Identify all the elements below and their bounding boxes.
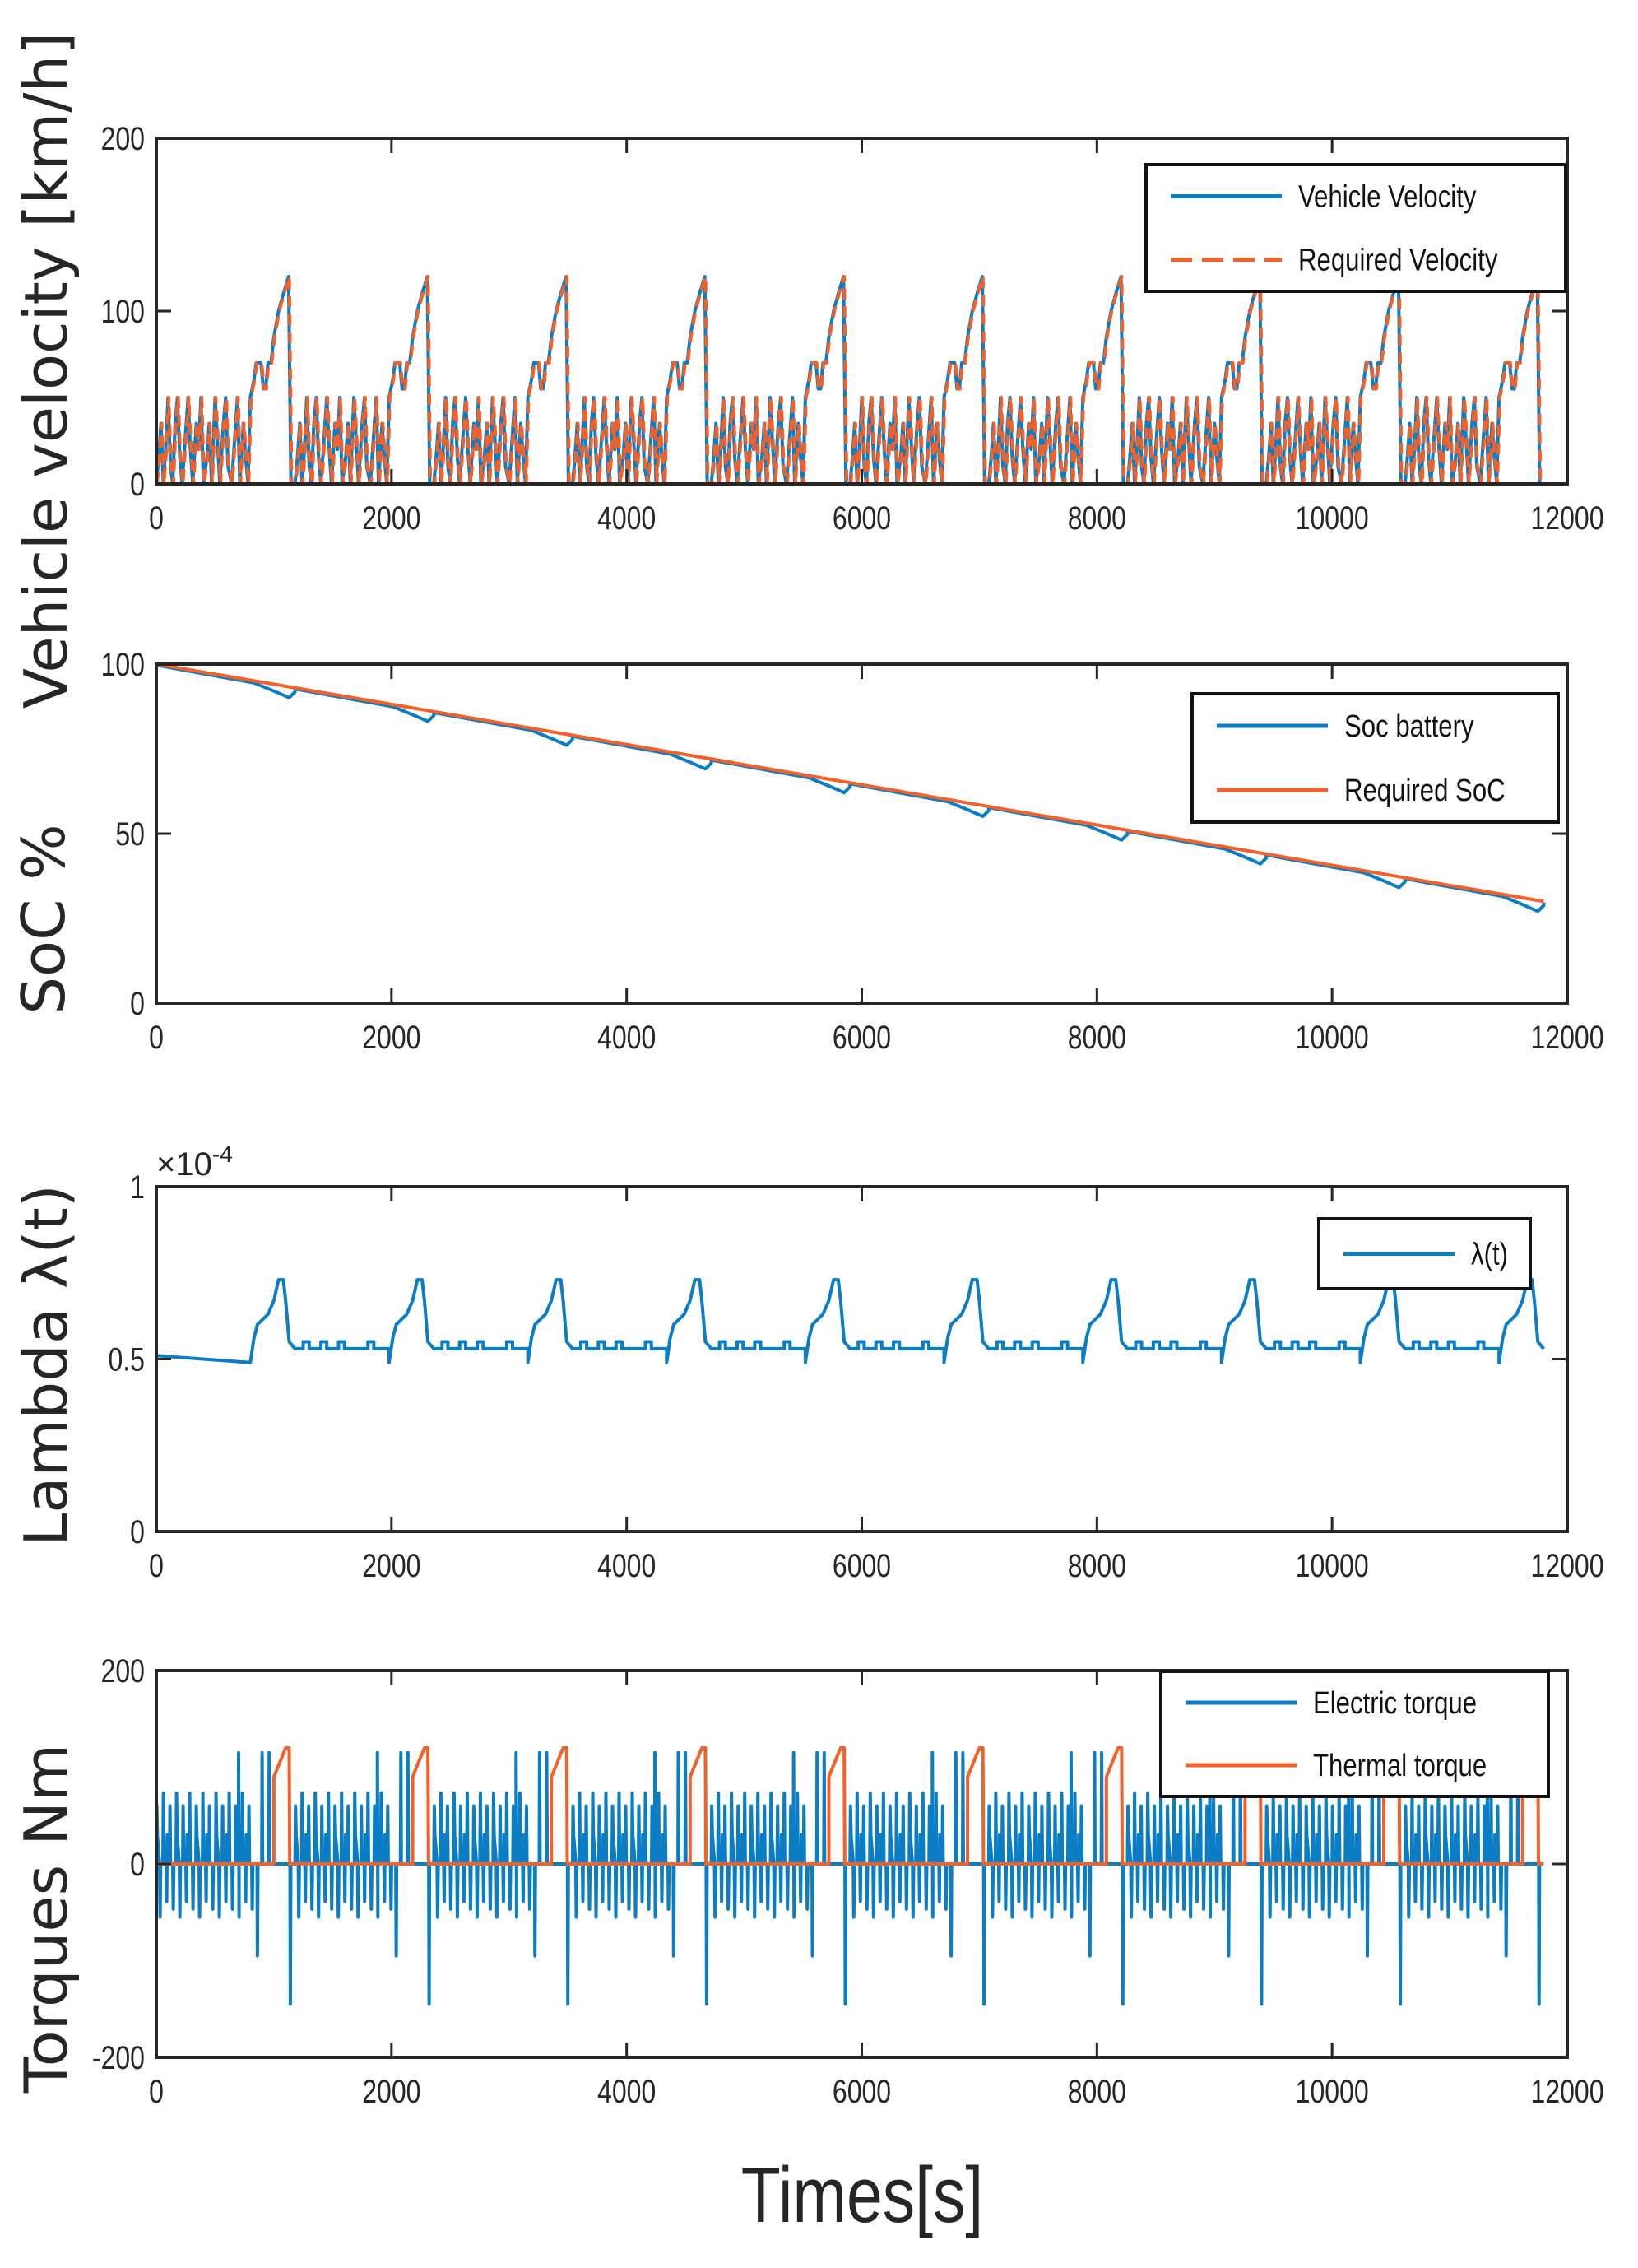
y-axis-label: SoC % — [9, 824, 78, 1014]
y-tick-label: 100 — [101, 293, 145, 330]
y-exponent-label: ×10-4 — [156, 1141, 233, 1183]
y-tick-label: 50 — [115, 816, 145, 853]
x-tick-label: 0 — [149, 1019, 164, 1056]
y-tick-label: 1 — [130, 1169, 145, 1206]
x-tick-label: 2000 — [362, 500, 420, 537]
x-tick-label: 4000 — [597, 500, 656, 537]
legend: Soc battery Required SoC — [1190, 692, 1560, 824]
series-line--t- — [156, 1278, 1545, 1531]
series-line-required-velocity — [156, 275, 1543, 484]
y-tick-label: 0 — [130, 466, 145, 503]
legend: Vehicle Velocity Required Velocity — [1144, 163, 1567, 293]
legend-box — [1159, 1670, 1550, 1798]
legend-label: Thermal torque — [1313, 1749, 1487, 1783]
y-axis-label: Vehicle velocity [km/h] — [12, 32, 81, 709]
x-tick-label: 10000 — [1296, 1547, 1369, 1584]
x-tick-label: 2000 — [362, 2073, 420, 2110]
x-tick-label: 0 — [149, 2073, 164, 2110]
x-tick-label: 12000 — [1531, 1547, 1604, 1584]
x-axis-label: Times[s] — [741, 2151, 983, 2239]
x-tick-label: 6000 — [833, 500, 891, 537]
y-tick-label: 0.5 — [109, 1341, 145, 1378]
x-tick-label: 8000 — [1068, 2073, 1126, 2110]
y-tick-label: 200 — [101, 120, 145, 157]
x-tick-label: 4000 — [597, 1547, 656, 1584]
exponent-power: -4 — [212, 1141, 233, 1167]
y-tick-label: 0 — [130, 1846, 145, 1883]
y-tick-label: 0 — [130, 985, 145, 1022]
x-tick-label: 2000 — [362, 1019, 420, 1056]
x-tick-label: 10000 — [1296, 1019, 1369, 1056]
legend-box — [1190, 692, 1560, 824]
chart-panel-4: 0 2000 4000 6000 8000 10000 12000-2000200Torqu… — [12, 1652, 1603, 2110]
legend-box — [1144, 163, 1567, 293]
y-axis-label: Torques Nm — [12, 1744, 81, 2094]
x-tick-label: 6000 — [833, 1547, 891, 1584]
x-tick-label: 8000 — [1068, 1547, 1126, 1584]
x-tick-label: 4000 — [597, 1019, 656, 1056]
legend-label: Required SoC — [1344, 774, 1506, 808]
y-tick-label: 0 — [130, 1513, 145, 1550]
x-tick-label: 12000 — [1531, 1019, 1604, 1056]
x-tick-label: 10000 — [1296, 2073, 1369, 2110]
exponent-base: ×10 — [156, 1146, 212, 1183]
series-line-required-soc — [156, 664, 1544, 1003]
y-tick-label: 200 — [101, 1652, 145, 1689]
legend-label: Required Velocity — [1298, 244, 1498, 278]
x-tick-label: 4000 — [597, 2073, 656, 2110]
legend-label: Soc battery — [1344, 709, 1474, 744]
series-line-vehicle-velocity — [156, 275, 1544, 484]
y-tick-label: -200 — [92, 2039, 145, 2076]
x-tick-label: 12000 — [1531, 2073, 1604, 2110]
series-line-soc-battery — [156, 664, 1546, 1003]
chart-panel-2: 0 2000 4000 6000 8000 10000 12000 0 50 100 SoC % So… — [9, 646, 1603, 1056]
legend-label: Vehicle Velocity — [1298, 180, 1477, 215]
y-axis-label: Lambda λ(t) — [12, 1184, 81, 1546]
x-tick-label: 2000 — [362, 1547, 420, 1584]
legend-label: λ(t) — [1471, 1238, 1508, 1272]
x-tick-label: 8000 — [1068, 1019, 1126, 1056]
x-tick-label: 12000 — [1531, 500, 1604, 537]
chart-panel-3: 0 2000 4000 6000 8000 10000 12000 0 0.5 1 ×10-4 Lam… — [12, 1141, 1603, 1584]
chart-panel-1: 0 2000 4000 6000 8000 10000 12000 0 100 200 Vehicl… — [12, 32, 1603, 709]
legend-label: Electric torque — [1313, 1686, 1477, 1721]
y-tick-label: 100 — [101, 646, 145, 683]
x-tick-label: 6000 — [833, 2073, 891, 2110]
legend: λ(t) — [1317, 1217, 1532, 1290]
x-tick-label: 0 — [149, 500, 164, 537]
x-tick-label: 8000 — [1068, 500, 1126, 537]
x-tick-label: 10000 — [1296, 500, 1369, 537]
x-tick-label: 6000 — [833, 1019, 891, 1056]
legend: Electric torque Thermal torque — [1159, 1670, 1550, 1798]
x-tick-label: 0 — [149, 1547, 164, 1584]
